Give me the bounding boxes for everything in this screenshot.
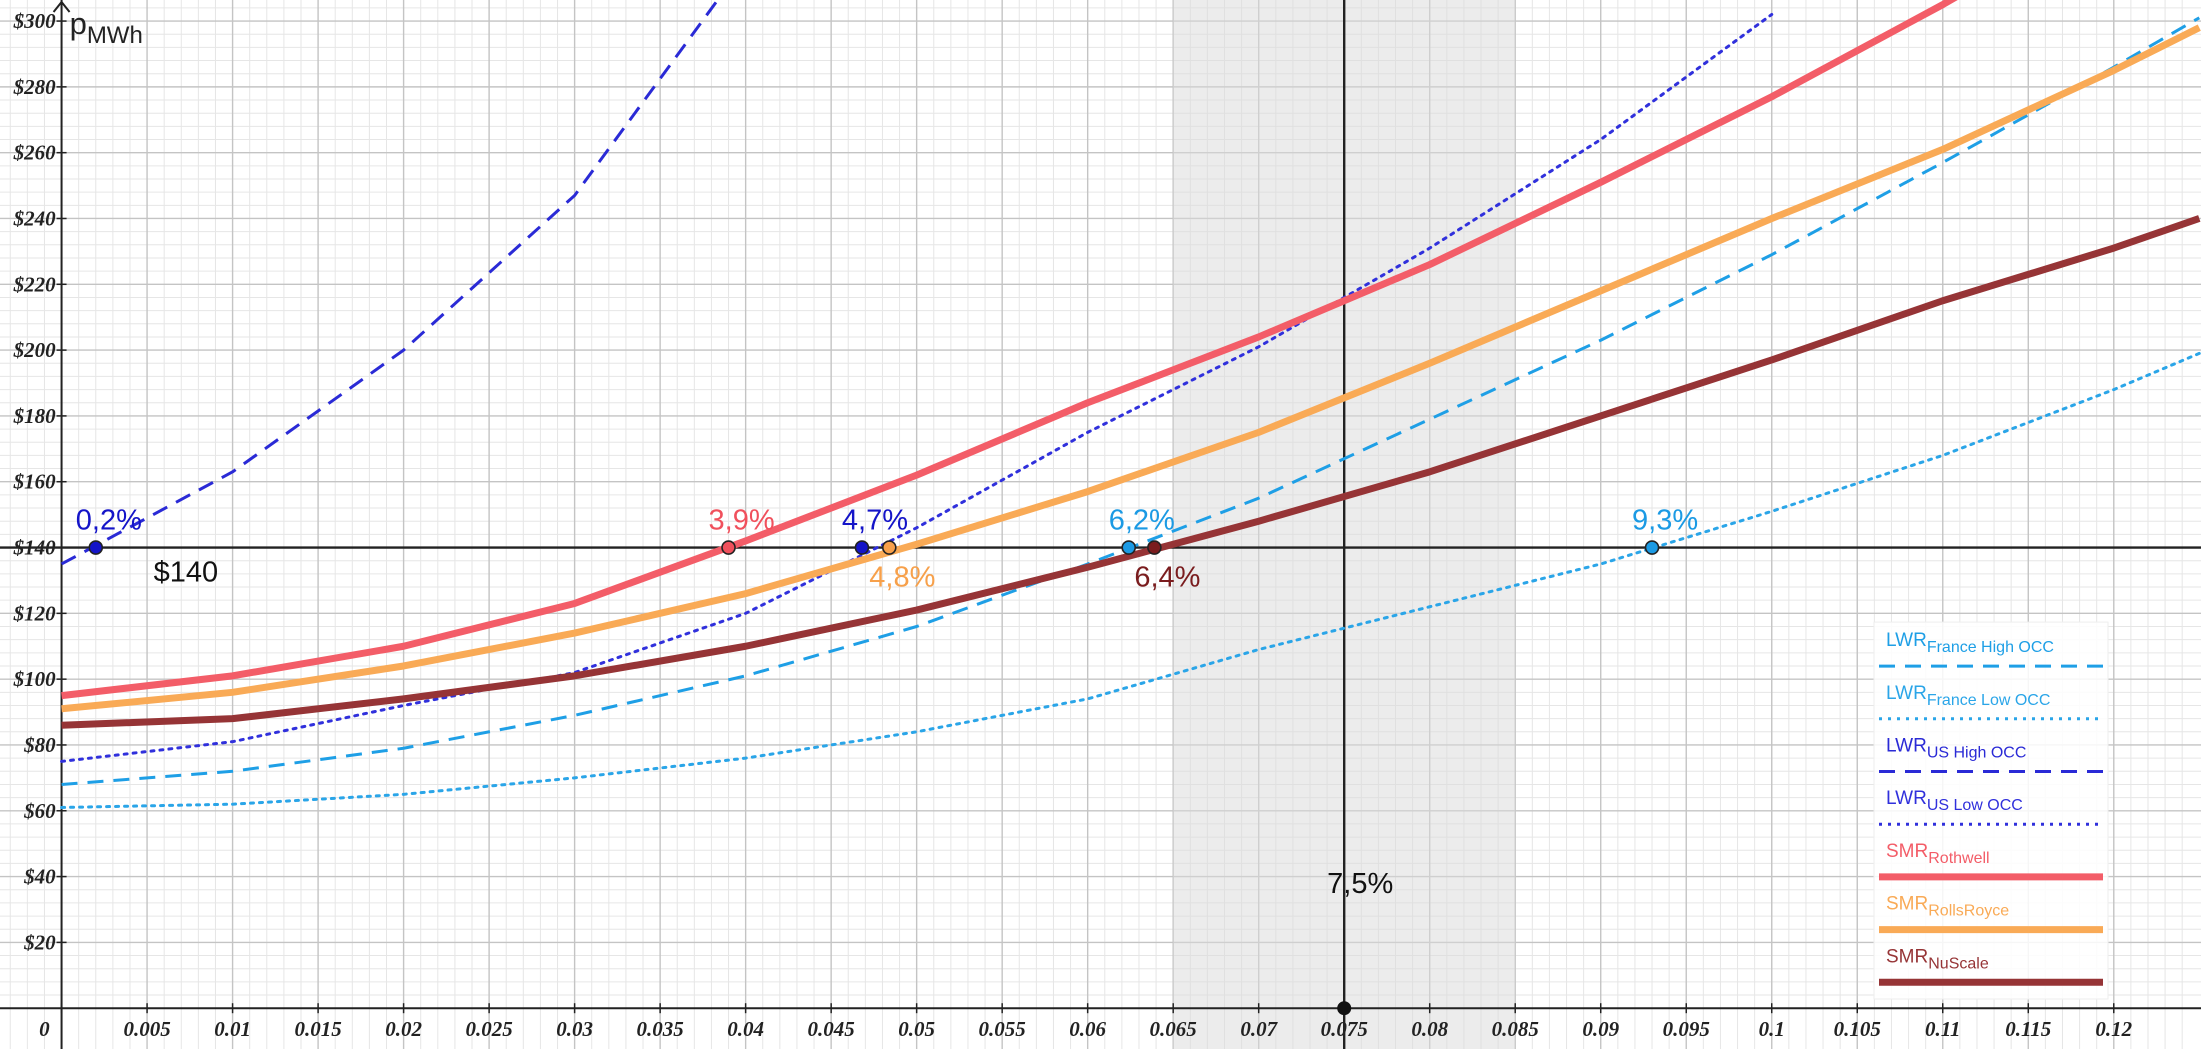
reference-hline-label: $140 — [154, 557, 219, 589]
y-tick-label: $40 — [23, 865, 56, 889]
series-line — [61, 0, 1958, 700]
y-tick-label: $240 — [13, 206, 57, 230]
legend-label-sub: RollsRoyce — [1928, 903, 2009, 920]
legend-label-name: LWR — [1886, 683, 1927, 704]
legend-label-name: LWR — [1886, 736, 1927, 757]
x-tick-label: 0.07 — [1240, 1017, 1278, 1041]
legend-label-name: LWR — [1886, 630, 1927, 651]
y-axis-label: pMWh — [70, 6, 143, 49]
y-tick-label: $120 — [13, 601, 57, 625]
x-tick-label: 0.065 — [1150, 1017, 1197, 1041]
legend-label-sub: US Low OCC — [1927, 797, 2023, 814]
y-tick-label: $100 — [13, 667, 57, 691]
legend-label-sub: Rothwell — [1928, 850, 1989, 867]
x-tick-label: 0.09 — [1582, 1017, 1619, 1041]
series-line — [60, 12, 1774, 763]
series-line — [60, 0, 720, 566]
x-tick-label: 0.04 — [727, 1017, 764, 1041]
legend-label-name: SMR — [1886, 894, 1928, 915]
x-tick-label: 0.055 — [979, 1017, 1026, 1041]
x-tick-label: 0.05 — [898, 1017, 935, 1041]
legend-label: LWRUS Low OCC — [1886, 788, 2023, 814]
intersection-label: 4,8% — [869, 562, 935, 594]
x-tick-label: 0.045 — [808, 1017, 855, 1041]
x-tick-label: 0.08 — [1411, 1017, 1448, 1041]
intersection-point — [881, 540, 897, 555]
intersection-point — [1147, 540, 1162, 555]
y-axis-label-sub: MWh — [87, 22, 143, 49]
x-tick-label: 0.105 — [1834, 1017, 1881, 1041]
y-tick-label: $20 — [23, 930, 56, 954]
x-tick-label: 0.1 — [1759, 1017, 1785, 1041]
x-tick-label: 0.035 — [637, 1017, 684, 1041]
y-axis-label-main: p — [70, 6, 87, 41]
intersection-label: 0,2% — [76, 505, 142, 537]
y-tick-label: $220 — [13, 272, 57, 296]
y-tick-label: $200 — [13, 338, 57, 362]
y-tick-label: $280 — [13, 75, 57, 99]
intersection-label: 9,3% — [1632, 505, 1698, 537]
legend-label-sub: NuScale — [1928, 955, 1989, 972]
y-axis-arrow — [52, 0, 71, 13]
x-tick-label: 0.06 — [1069, 1017, 1106, 1041]
marker-layer: 0,2% 3,9% 4,7% 4,8% 6,2% 6,4% 9,3% — [76, 505, 1698, 1016]
intersection-label: 6,4% — [1134, 562, 1200, 594]
intersection-point — [721, 540, 736, 555]
y-tick-label: $80 — [23, 733, 56, 757]
x-tick-label: 0.12 — [2095, 1017, 2132, 1041]
x-tick-label: 0 — [39, 1017, 50, 1041]
series-line — [61, 215, 2201, 729]
legend-label-sub: France Low OCC — [1927, 692, 2051, 709]
series-line — [61, 24, 2201, 713]
y-tick-label: $260 — [13, 141, 57, 165]
x-tick-label: 0.02 — [385, 1017, 422, 1041]
legend-label: LWRFrance Low OCC — [1886, 683, 2050, 709]
x-tick-label: 0.095 — [1663, 1017, 1710, 1041]
intersection-point — [854, 540, 870, 555]
legend-label: SMRRothwell — [1886, 841, 1990, 867]
legend-label-name: SMR — [1886, 841, 1928, 862]
intersection-point — [88, 540, 104, 555]
x-tick-label: 0.085 — [1492, 1017, 1539, 1041]
legend-label-sub: France High OCC — [1927, 639, 2054, 656]
y-tick-label: $60 — [23, 799, 56, 823]
legend-label: LWRUS High OCC — [1886, 736, 2026, 762]
x-tick-label: 0.005 — [123, 1017, 170, 1041]
x-tick-label: 0.11 — [1925, 1017, 1961, 1041]
series-line — [61, 16, 2201, 786]
y-tick-label: $180 — [13, 404, 57, 428]
legend-label: SMRNuScale — [1886, 946, 1989, 972]
x-tick-label: 0.015 — [294, 1017, 341, 1041]
intersection-point — [1121, 540, 1137, 555]
legend-label-name: SMR — [1886, 946, 1928, 967]
x-tick-label: 0.115 — [2005, 1017, 2051, 1041]
intersection-point — [1644, 540, 1660, 555]
y-tick-label: $300 — [13, 9, 57, 33]
legend-label: LWRFrance High OCC — [1886, 630, 2054, 656]
y-tick-label: $160 — [13, 470, 57, 494]
series-layer — [60, 0, 2201, 809]
intersection-label: 3,9% — [709, 505, 775, 537]
series-line — [60, 351, 2201, 809]
x-tick-label: 0.025 — [465, 1017, 512, 1041]
intersection-label: 4,7% — [842, 505, 908, 537]
x-tick-label: 0.01 — [214, 1017, 251, 1041]
reference-vline-label: 7,5% — [1327, 868, 1393, 900]
legend-label-sub: US High OCC — [1927, 745, 2027, 762]
legend-label-name: LWR — [1886, 788, 1927, 809]
reference-vline-point — [1337, 1001, 1352, 1016]
legend-box — [1873, 621, 2109, 1000]
x-tick-label: 0.03 — [556, 1017, 593, 1041]
legend-label: SMRRollsRoyce — [1886, 894, 2009, 920]
intersection-label: 6,2% — [1109, 505, 1175, 537]
